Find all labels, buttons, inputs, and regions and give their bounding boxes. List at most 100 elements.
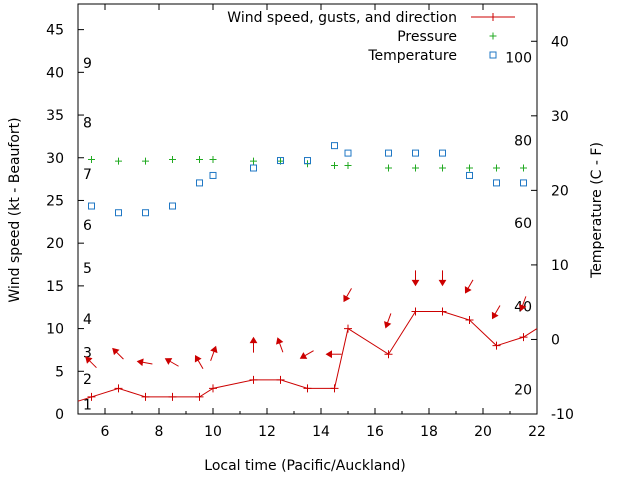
x-tick-label: 20 (474, 424, 492, 440)
beaufort-label: 6 (83, 218, 92, 234)
x-tick-label: 22 (528, 424, 546, 440)
y-right-tick-label: 30 (551, 109, 569, 125)
x-tick-label: 14 (312, 424, 330, 440)
temperature-point (142, 209, 149, 217)
wind-direction-arrow-head (383, 321, 392, 329)
x-tick-label: 12 (258, 424, 276, 440)
beaufort-label: 7 (83, 167, 92, 183)
temperature-point (209, 171, 217, 179)
y-axis-left-label: Wind speed (kt - Beaufort) (7, 117, 23, 302)
pressure-point (439, 164, 446, 172)
x-tick-label: 16 (366, 424, 384, 440)
wind-speed-point (465, 316, 474, 325)
legend-swatch-marker (489, 13, 497, 21)
legend-swatch-marker (489, 51, 497, 59)
beaufort-label: 8 (83, 116, 92, 132)
fahrenheit-label: 60 (514, 216, 532, 232)
wind-speed-point (330, 384, 339, 393)
beaufort-label: 4 (83, 312, 92, 328)
legend: Wind speed, gusts, and direction Pressure… (227, 10, 515, 64)
legend-label: Pressure (397, 29, 457, 45)
wind-direction-arrow (343, 288, 352, 303)
wind-direction-arrow (411, 270, 420, 287)
wind-direction-arrow (275, 337, 284, 353)
temperature-point (385, 149, 392, 157)
wind-speed-point (168, 392, 177, 401)
wind-speed-point (195, 392, 204, 401)
wind-speed-point (492, 341, 501, 350)
temperature-point (344, 149, 352, 157)
wind-speed-point (519, 333, 528, 342)
pressure-point (250, 157, 257, 165)
wind-speed-point (384, 350, 393, 359)
wind-speed-point (141, 392, 150, 401)
pressure-point (466, 164, 473, 172)
pressure-point (142, 157, 149, 165)
fahrenheit-label: 80 (514, 133, 532, 149)
x-tick-label: 6 (101, 424, 110, 440)
y-right-tick-label: 10 (551, 258, 569, 274)
wind-direction-arrow-head (249, 336, 258, 344)
y-right-tick-label: 0 (551, 332, 560, 348)
x-tick-label: 18 (420, 424, 438, 440)
temperature-point (277, 157, 284, 165)
x-axis-label: Local time (Pacific/Auckland) (204, 458, 405, 474)
wind-direction-arrow-head (299, 352, 308, 359)
wind-direction-arrow (464, 279, 474, 294)
pressure-point (331, 161, 338, 169)
wind-speed-point (114, 384, 123, 393)
wind-direction-arrow (136, 358, 153, 367)
wind-direction-arrow (299, 350, 314, 359)
y-left-tick-label: 10 (46, 322, 64, 338)
pressure-point (344, 161, 352, 169)
wind-direction-arrow (85, 356, 97, 369)
temperature-point (331, 142, 338, 150)
temperature-point (439, 149, 446, 157)
temperature-point (412, 149, 419, 157)
y-left-tick-label: 15 (46, 279, 64, 295)
temperature-point (196, 179, 203, 187)
wind-direction-arrow-head (112, 347, 120, 356)
pressure-point (520, 164, 527, 172)
wind-direction-arrow-head (325, 350, 332, 359)
pressure-point (493, 164, 500, 172)
y-left-tick-label: 20 (46, 236, 64, 252)
legend-swatch-marker (489, 32, 497, 40)
wind-direction-arrow (491, 305, 501, 320)
wind-direction-arrow (383, 313, 392, 329)
fahrenheit-label: 100 (505, 51, 532, 67)
temperature-point (115, 209, 122, 217)
beaufort-label: 3 (83, 346, 92, 362)
wind-direction-arrow-head (343, 294, 351, 303)
wind-direction-arrow-head (85, 356, 93, 364)
y-right-tick-label: 40 (551, 34, 569, 50)
wind-direction-arrow (249, 336, 258, 353)
wind-direction-arrow (194, 354, 204, 370)
wind-direction-arrow (438, 270, 447, 287)
wind-direction-arrow-head (464, 286, 472, 294)
beaufort-label: 5 (83, 261, 92, 277)
y-left-tick-label: 40 (46, 65, 64, 81)
wind-speed-point (209, 384, 217, 393)
legend-label: Temperature (367, 48, 457, 64)
series-group (77, 142, 538, 402)
pressure-point (88, 155, 95, 163)
beaufort-label: 1 (83, 398, 92, 414)
wind-speed-point (249, 375, 258, 384)
wind-speed-point (303, 384, 312, 393)
y-right-tick-label: -10 (551, 407, 574, 423)
temperature-point (250, 164, 257, 172)
y-left-tick-label: 45 (46, 23, 64, 39)
x-tick-label: 8 (155, 424, 164, 440)
temperature-point (88, 202, 95, 210)
y-left-tick-label: 35 (46, 108, 64, 124)
wind-direction-arrow (210, 345, 218, 361)
y-left-tick-label: 25 (46, 193, 64, 209)
y-left-tick-label: 0 (55, 407, 64, 423)
pressure-point (115, 157, 122, 165)
wind-direction-arrow-head (438, 279, 447, 287)
wind-speed-point (87, 392, 96, 401)
y-axis-right-label: Temperature (C - F) (589, 142, 605, 279)
axes-group: 6 8 10 12 14 16 18 20 22051015202530354045-10010… (46, 3, 574, 440)
